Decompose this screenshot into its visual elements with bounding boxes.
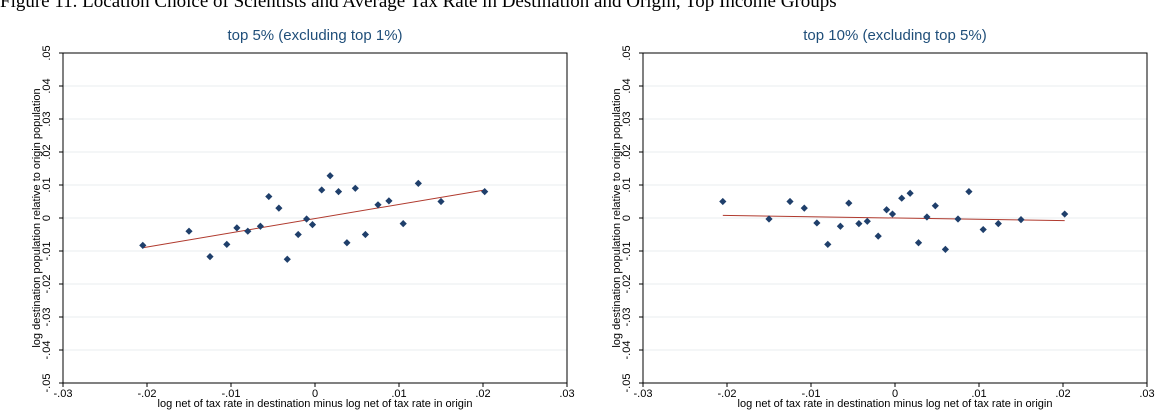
data-point: [863, 217, 871, 225]
data-point: [786, 197, 794, 206]
y-tick-label: -.05: [621, 374, 633, 393]
data-point: [954, 215, 962, 223]
data-point: [283, 255, 291, 263]
y-tick-label: .04: [41, 78, 53, 93]
y-tick-label: -.03: [41, 308, 53, 327]
y-tick-label: .04: [621, 78, 633, 93]
x-tick-label: 0: [312, 388, 318, 400]
data-point: [414, 179, 422, 187]
chart-panel-top10: top 10% (excluding top 5%) -.05 -.04 -.03 -.…: [582, 15, 1156, 419]
data-point: [883, 206, 891, 214]
data-point: [845, 199, 853, 207]
data-point: [931, 202, 939, 210]
y-tick-label: 0: [621, 215, 633, 221]
data-point: [318, 186, 326, 194]
y-tick-label: -.04: [621, 341, 633, 360]
x-tick-label: .03: [559, 388, 574, 400]
x-tick-label: -.02: [718, 388, 737, 400]
x-tick-label: .03: [1139, 388, 1154, 400]
data-point: [303, 215, 311, 223]
y-tick-label: 0: [41, 215, 53, 221]
data-point: [139, 241, 147, 249]
y-tick-label: .01: [621, 177, 633, 192]
x-tick-label: 0: [892, 388, 898, 400]
data-point: [326, 172, 334, 180]
y-tick-label: .02: [41, 144, 53, 159]
data-point: [994, 220, 1002, 228]
data-point: [923, 213, 931, 221]
y-tick-label: .03: [621, 111, 633, 126]
y-tick-label: -.05: [41, 374, 53, 393]
data-point: [256, 222, 264, 230]
data-point: [233, 224, 241, 232]
x-tick-label: -.03: [54, 388, 73, 400]
y-tick-label: .05: [41, 45, 53, 60]
x-tick-label: -.03: [634, 388, 653, 400]
data-point: [1017, 216, 1025, 224]
data-point: [813, 219, 821, 227]
y-tick-label: -.02: [621, 275, 633, 294]
data-point: [888, 210, 897, 218]
y-tick-label: .05: [621, 45, 633, 60]
y-axis-label: log destination population relative to o…: [31, 88, 43, 347]
chart-panel-top5: top 5% (excluding top 1%) -.05 -.04 -.03 -.0…: [2, 15, 577, 419]
data-point: [855, 220, 863, 228]
data-point: [941, 245, 949, 253]
x-tick-label: -.02: [138, 388, 157, 400]
data-point: [244, 227, 252, 235]
y-axis-label: log destination population relative to o…: [611, 88, 623, 347]
data-point: [906, 189, 914, 197]
data-point: [965, 188, 973, 196]
x-tick-label: .02: [1055, 388, 1070, 400]
data-point: [294, 230, 302, 239]
x-tick-label: -.01: [222, 388, 241, 400]
fit-line: [142, 189, 485, 249]
data-point: [185, 227, 193, 235]
data-point: [836, 222, 844, 230]
data-point: [361, 230, 369, 239]
data-point: [481, 188, 489, 196]
data-point: [343, 239, 351, 247]
scatter-plot-top10: top 10% (excluding top 5%) -.05 -.04 -.03 -.…: [611, 27, 1155, 410]
y-tick-label: .03: [41, 111, 53, 126]
data-point: [1061, 210, 1069, 218]
y-tick-label: -.01: [41, 242, 53, 261]
data-point: [351, 184, 359, 192]
chart-title: top 10% (excluding top 5%): [803, 27, 986, 44]
x-tick-label: .02: [475, 388, 490, 400]
data-point: [223, 240, 231, 248]
data-point: [898, 194, 906, 202]
y-tick-label: -.02: [41, 275, 53, 294]
data-point: [374, 201, 382, 209]
y-tick-label: .01: [41, 177, 53, 192]
data-point: [308, 221, 317, 229]
figure-caption: Figure 11. Location Choice of Scientists…: [0, 0, 837, 11]
data-point: [334, 188, 343, 196]
data-point: [437, 197, 445, 206]
x-tick-label: -.01: [802, 388, 821, 400]
x-axis-label: log net of tax rate in destination minus…: [158, 398, 473, 410]
data-point: [275, 204, 283, 212]
data-point: [914, 239, 923, 247]
data-point: [399, 220, 407, 228]
data-point: [206, 253, 214, 261]
data-point: [979, 225, 987, 234]
y-tick-label: -.03: [621, 308, 633, 327]
data-point: [765, 215, 773, 223]
x-axis-label: log net of tax rate in destination minus…: [738, 398, 1053, 410]
y-tick-label: -.04: [41, 341, 53, 360]
data-point: [800, 204, 808, 212]
scatter-plot-top5: top 5% (excluding top 1%) -.05 -.04 -.03 -.0…: [31, 27, 575, 410]
data-point: [719, 197, 727, 206]
y-tick-label: -.01: [621, 242, 633, 261]
y-tick-label: .02: [621, 144, 633, 159]
x-tick-label: .01: [971, 388, 986, 400]
chart-title: top 5% (excluding top 1%): [227, 27, 402, 44]
fit-line: [722, 214, 1065, 222]
data-point: [874, 232, 882, 240]
data-point: [385, 197, 393, 205]
data-point: [824, 240, 832, 248]
data-point: [265, 192, 273, 201]
x-tick-label: .01: [391, 388, 406, 400]
